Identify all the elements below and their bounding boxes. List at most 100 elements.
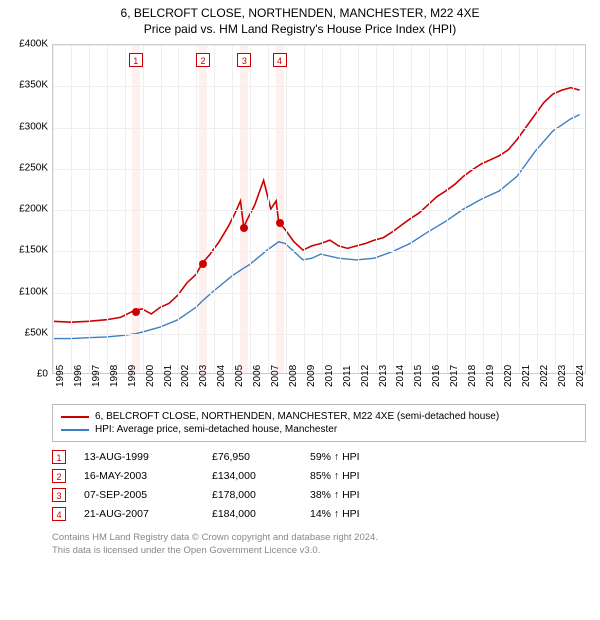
gridline-v: [214, 45, 215, 373]
legend-label: HPI: Average price, semi-detached house,…: [95, 424, 337, 435]
gridline-h: [53, 169, 585, 170]
gridline-v: [143, 45, 144, 373]
gridline-v: [161, 45, 162, 373]
gridline-v: [286, 45, 287, 373]
event-dot-1: [132, 308, 140, 316]
y-axis-label: £350K: [14, 80, 48, 91]
event-number: 1: [52, 450, 66, 464]
gridline-v: [519, 45, 520, 373]
gridline-v: [537, 45, 538, 373]
x-axis-label: 2001: [163, 365, 174, 387]
x-axis-label: 2006: [252, 365, 263, 387]
gridline-v: [393, 45, 394, 373]
event-dot-2: [199, 260, 207, 268]
gridline-v: [178, 45, 179, 373]
event-dot-3: [240, 224, 248, 232]
y-axis-label: £400K: [14, 39, 48, 50]
legend: 6, BELCROFT CLOSE, NORTHENDEN, MANCHESTE…: [52, 404, 586, 442]
event-pct: 85% ↑ HPI: [310, 470, 410, 482]
x-axis-label: 1998: [109, 365, 120, 387]
event-date: 21-AUG-2007: [84, 508, 194, 520]
x-axis-label: 2014: [395, 365, 406, 387]
legend-swatch: [61, 429, 89, 431]
event-pct: 38% ↑ HPI: [310, 489, 410, 501]
events-table: 113-AUG-1999£76,95059% ↑ HPI216-MAY-2003…: [52, 450, 586, 521]
x-axis-label: 2017: [449, 365, 460, 387]
x-axis-label: 2013: [378, 365, 389, 387]
gridline-v: [89, 45, 90, 373]
x-axis-label: 2003: [198, 365, 209, 387]
gridline-v: [322, 45, 323, 373]
y-axis-label: £300K: [14, 121, 48, 132]
gridline-v: [501, 45, 502, 373]
y-axis-label: £250K: [14, 162, 48, 173]
x-axis-label: 2005: [234, 365, 245, 387]
y-axis-label: £100K: [14, 286, 48, 297]
footer-line2: This data is licensed under the Open Gov…: [52, 544, 586, 557]
gridline-v: [196, 45, 197, 373]
x-axis-label: 2008: [288, 365, 299, 387]
event-pct: 59% ↑ HPI: [310, 451, 410, 463]
gridline-v: [250, 45, 251, 373]
event-marker-3: 3: [237, 53, 251, 67]
gridline-h: [53, 86, 585, 87]
x-axis-label: 2009: [306, 365, 317, 387]
event-price: £134,000: [212, 470, 292, 482]
x-axis-label: 2010: [324, 365, 335, 387]
event-row: 3 07-SEP-2005 £178,000 38% ↑ HPI: [52, 488, 586, 502]
legend-swatch: [61, 416, 89, 418]
gridline-v: [232, 45, 233, 373]
gridline-v: [268, 45, 269, 373]
gridline-v: [411, 45, 412, 373]
legend-label: 6, BELCROFT CLOSE, NORTHENDEN, MANCHESTE…: [95, 411, 499, 422]
gridline-v: [53, 45, 54, 373]
legend-row: HPI: Average price, semi-detached house,…: [61, 424, 577, 435]
y-axis-label: £200K: [14, 204, 48, 215]
gridline-v: [555, 45, 556, 373]
gridline-v: [573, 45, 574, 373]
gridline-v: [71, 45, 72, 373]
gridline-h: [53, 251, 585, 252]
event-date: 13-AUG-1999: [84, 451, 194, 463]
x-axis-label: 2012: [360, 365, 371, 387]
event-number: 3: [52, 488, 66, 502]
gridline-v: [304, 45, 305, 373]
gridline-h: [53, 334, 585, 335]
x-axis-label: 2004: [216, 365, 227, 387]
y-axis-label: £50K: [14, 327, 48, 338]
gridline-v: [483, 45, 484, 373]
x-axis-label: 2022: [539, 365, 550, 387]
event-price: £178,000: [212, 489, 292, 501]
x-axis-label: 2016: [431, 365, 442, 387]
x-axis-label: 2015: [413, 365, 424, 387]
event-pct: 14% ↑ HPI: [310, 508, 410, 520]
y-axis-label: £150K: [14, 245, 48, 256]
footer-attribution: Contains HM Land Registry data © Crown c…: [52, 531, 586, 558]
event-date: 07-SEP-2005: [84, 489, 194, 501]
x-axis-label: 1997: [91, 365, 102, 387]
footer-line1: Contains HM Land Registry data © Crown c…: [52, 531, 586, 544]
title-address: 6, BELCROFT CLOSE, NORTHENDEN, MANCHESTE…: [0, 6, 600, 20]
event-marker-4: 4: [273, 53, 287, 67]
event-number: 4: [52, 507, 66, 521]
plot-area: 1234: [52, 44, 586, 374]
gridline-v: [465, 45, 466, 373]
gridline-v: [429, 45, 430, 373]
x-axis-label: 2018: [467, 365, 478, 387]
chart-titles: 6, BELCROFT CLOSE, NORTHENDEN, MANCHESTE…: [0, 0, 600, 36]
x-axis-label: 2019: [485, 365, 496, 387]
event-row: 421-AUG-2007£184,00014% ↑ HPI: [52, 507, 586, 521]
x-axis-label: 2020: [503, 365, 514, 387]
event-number: 2: [52, 469, 66, 483]
gridline-v: [107, 45, 108, 373]
y-axis-label: £0: [14, 369, 48, 380]
gridline-h: [53, 210, 585, 211]
legend-row: 6, BELCROFT CLOSE, NORTHENDEN, MANCHESTE…: [61, 411, 577, 422]
gridline-v: [376, 45, 377, 373]
x-axis-label: 2024: [575, 365, 586, 387]
gridline-h: [53, 128, 585, 129]
title-subtitle: Price paid vs. HM Land Registry's House …: [0, 22, 600, 36]
x-axis-label: 1995: [55, 365, 66, 387]
x-axis-label: 2002: [180, 365, 191, 387]
gridline-v: [340, 45, 341, 373]
